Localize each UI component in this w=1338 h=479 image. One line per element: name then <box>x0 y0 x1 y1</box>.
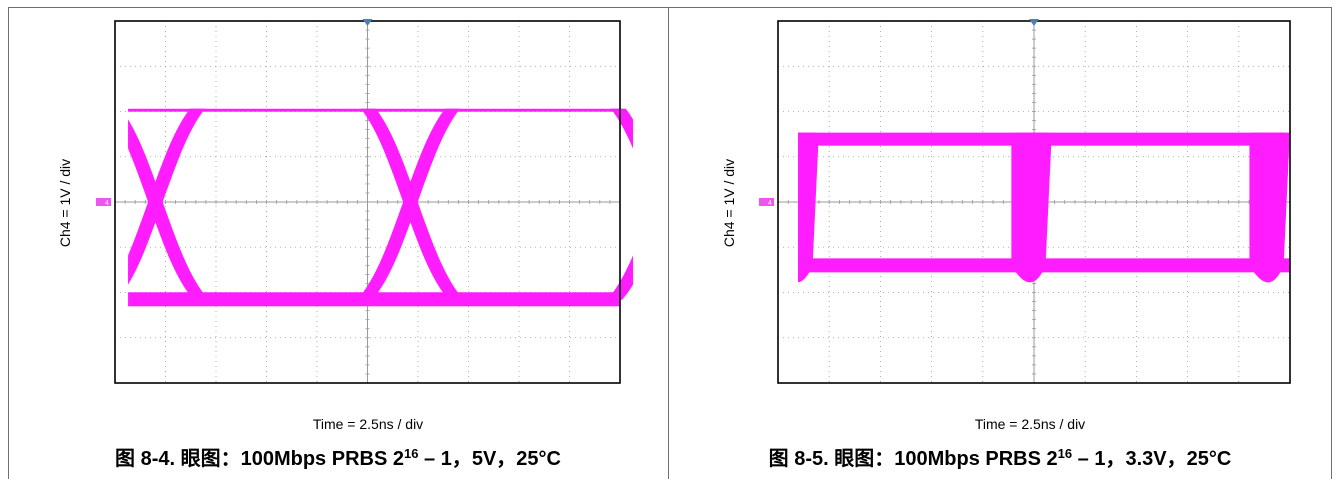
center-axes <box>114 20 621 384</box>
figure-caption: 图 8-5. 眼图：100Mbps PRBS 216 – 1，3.3V，25°C <box>769 442 1232 471</box>
caption-prefix: 图 8-4. 眼图：100Mbps PRBS 2 <box>115 448 404 470</box>
caption-suffix: – 1，5V，25°C <box>418 448 561 470</box>
eye-trace <box>778 122 1290 283</box>
eye-diagram-plot: 4 <box>96 19 630 384</box>
channel-marker-label: 4 <box>105 200 109 207</box>
eye-diagram-plot: 4 <box>759 19 1291 384</box>
channel-marker-box <box>96 198 111 206</box>
y-axis-label: Ch4 = 1V / div <box>721 158 737 248</box>
trigger-marker-icon <box>362 19 373 26</box>
figure-caption: 图 8-4. 眼图：100Mbps PRBS 216 – 1，5V，25°C <box>115 442 561 471</box>
caption-exponent: 16 <box>1057 446 1073 461</box>
crossing-1 <box>359 105 462 300</box>
transition-1 <box>1011 122 1051 283</box>
x-axis-label: Time = 2.5ns / div <box>974 416 1086 432</box>
border-right <box>1331 7 1332 479</box>
border-middle <box>668 7 669 479</box>
caption-suffix: – 1，3.3V，25°C <box>1072 448 1232 470</box>
channel-marker: 4 <box>759 198 774 207</box>
channel-marker: 4 <box>96 198 111 207</box>
caption-prefix: 图 8-5. 眼图：100Mbps PRBS 2 <box>768 448 1058 470</box>
trigger-marker-icon <box>1029 19 1039 26</box>
y-axis-label: Ch4 = 1V / div <box>57 158 73 248</box>
channel-marker-box <box>759 198 774 206</box>
figure-8-4: Ch4 = 1V / div 4 Time = 2.5ns / div 图 8-… <box>0 0 668 479</box>
channel-marker-label: 4 <box>768 200 772 207</box>
border-top <box>8 7 1332 8</box>
figure-8-5: Ch4 = 1V / div 4 Time = 2.5ns / div 图 8-… <box>668 0 1336 479</box>
border-left <box>8 7 9 479</box>
caption-exponent: 16 <box>403 446 419 461</box>
transition-2 <box>1249 122 1289 283</box>
x-axis-label: Time = 2.5ns / div <box>312 416 424 432</box>
